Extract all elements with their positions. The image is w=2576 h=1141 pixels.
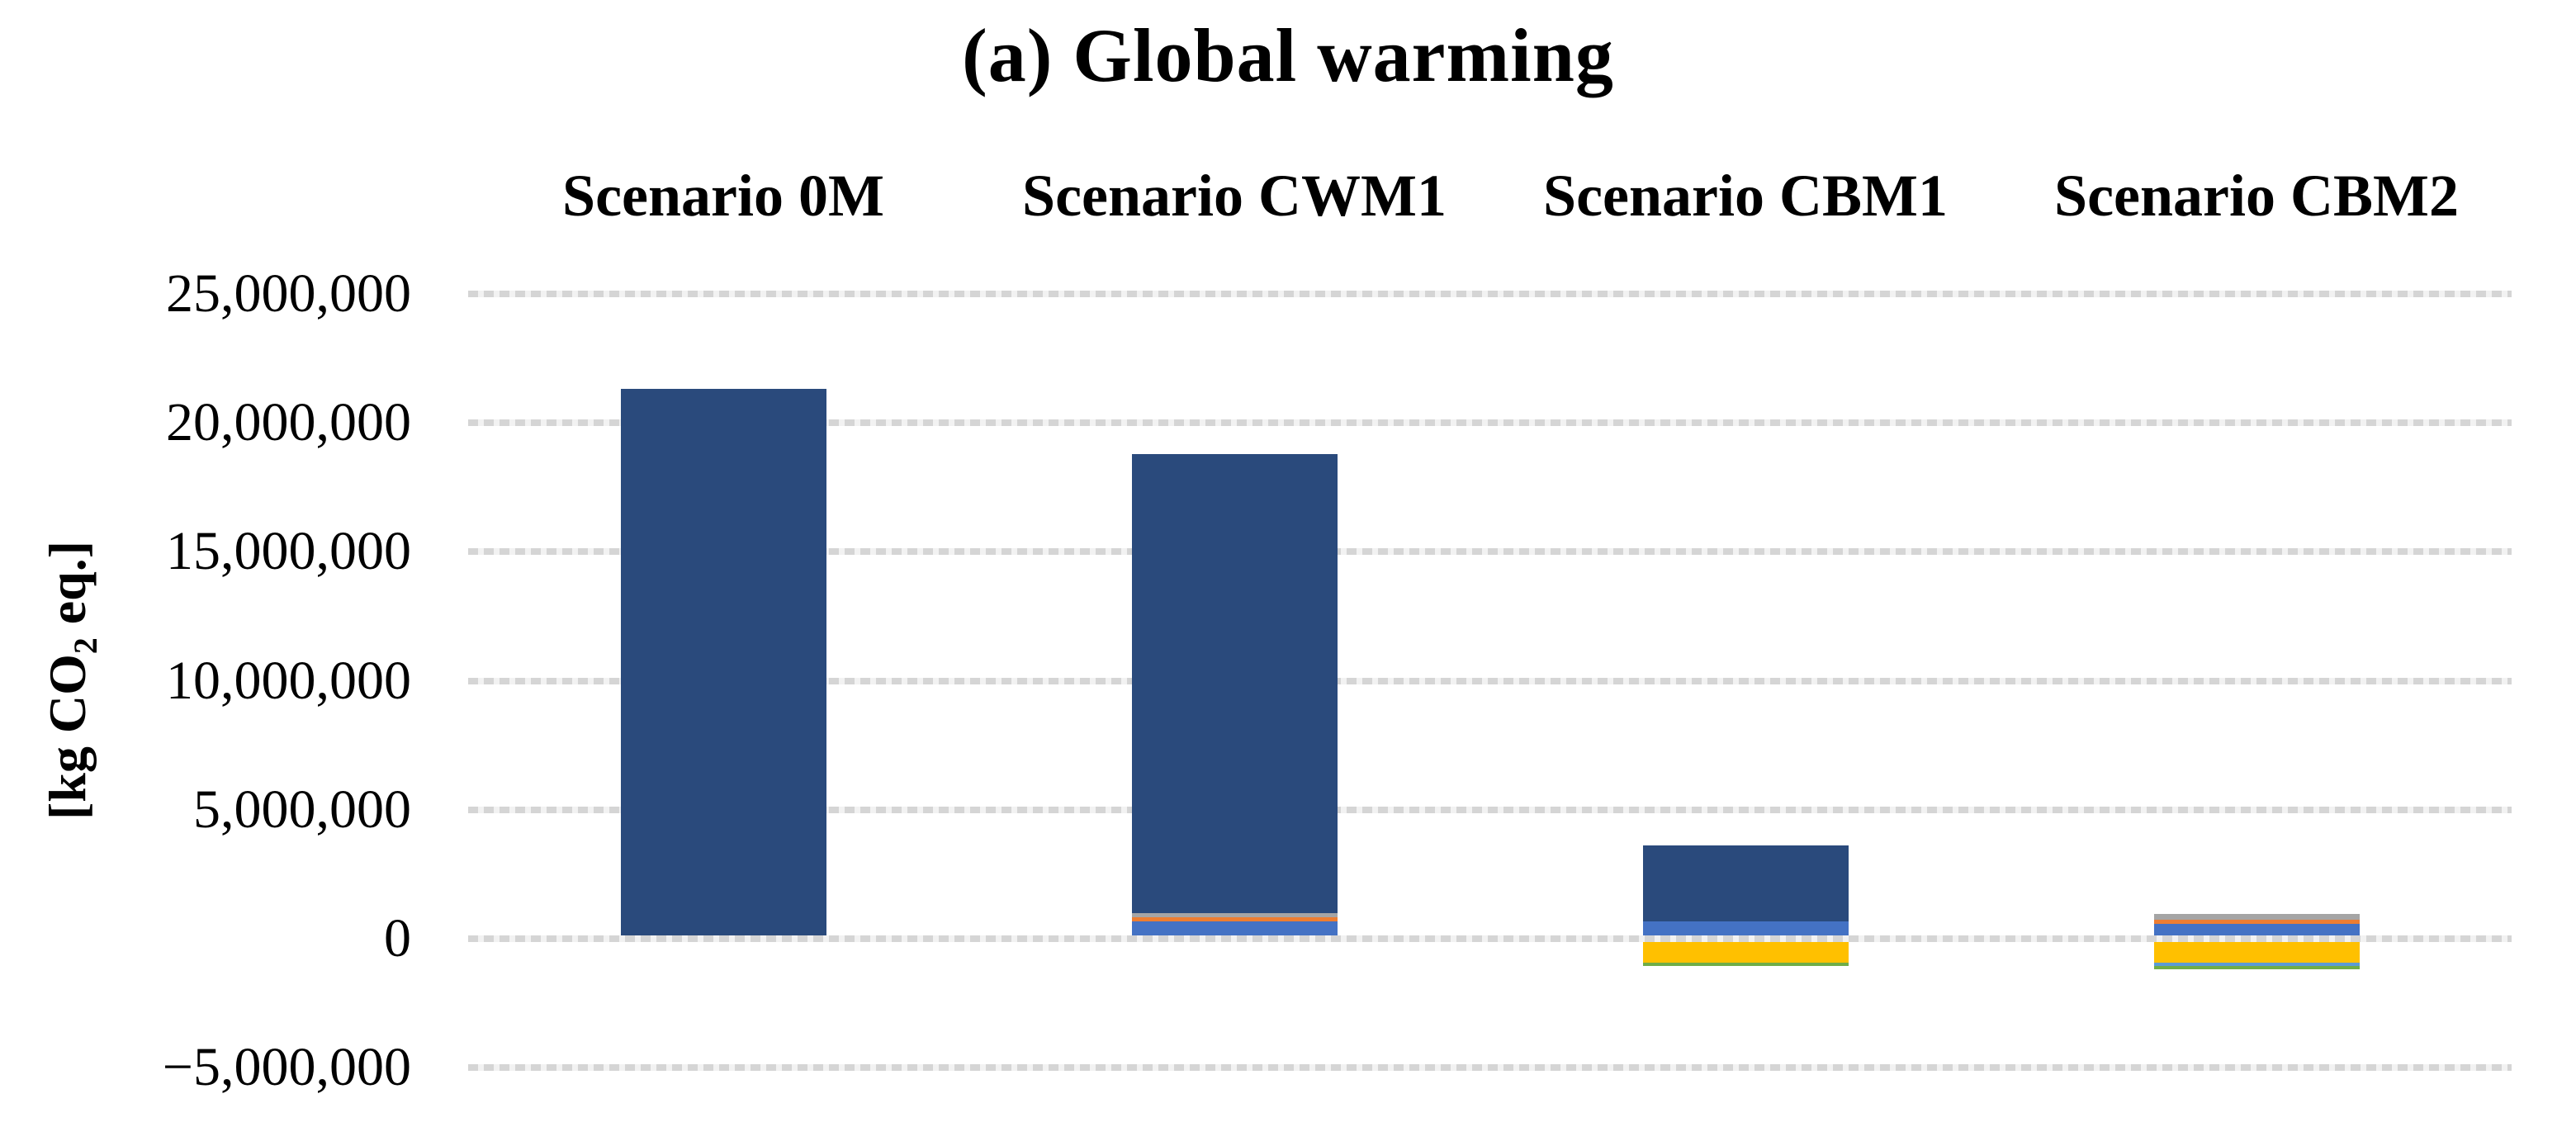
y-tick-label: −5,000,000 — [162, 1037, 411, 1098]
y-tick-label: 5,000,000 — [193, 779, 411, 840]
y-tick-label: 15,000,000 — [166, 521, 411, 582]
bar-segment-yellow-4 — [2153, 942, 2360, 963]
bar-segment-light-blue-4 — [2153, 963, 2360, 967]
y-tick-label: 25,000,000 — [166, 263, 411, 324]
bar-segment-orange-4 — [2153, 920, 2360, 924]
category-label-scenario-cbm1: Scenario CBM1 — [1543, 163, 1948, 229]
chart-title: (a) Global warming — [962, 13, 1614, 97]
bar-segment-gray-2 — [1131, 913, 1338, 918]
gridline-5000000 — [468, 806, 2512, 813]
category-label-scenario-0m: Scenario 0M — [562, 163, 884, 229]
y-axis-title-unit: eq.] — [38, 540, 97, 638]
gridline-20000000 — [468, 419, 2512, 426]
category-label-scenario-cwm1: Scenario CWM1 — [1022, 163, 1447, 229]
bar-segment-navy-2 — [1131, 454, 1338, 914]
gridline-15000000 — [468, 548, 2512, 556]
bar-segment-gray-4 — [2153, 914, 2360, 921]
bar-segment-green-3 — [1642, 963, 1849, 967]
y-tick-label: 0 — [384, 908, 411, 968]
bar-segment-royal-blue-3 — [1642, 921, 1849, 935]
bar-segment-royal-blue-2 — [1131, 921, 1338, 935]
gridline-25000000 — [468, 290, 2512, 297]
bar-segment-navy-3 — [1642, 845, 1849, 921]
bar-segment-green-4 — [2153, 966, 2360, 970]
y-axis-title-subscript: 2 — [67, 637, 104, 655]
bar-segment-yellow-3 — [1642, 942, 1849, 963]
category-label-scenario-cbm2: Scenario CBM2 — [2054, 163, 2459, 229]
gridline--5000000 — [468, 1064, 2512, 1072]
bar-segment-orange-2 — [1131, 917, 1338, 921]
y-axis-title: [kg CO2 eq.] — [38, 391, 104, 969]
gridline-10000000 — [468, 677, 2512, 684]
y-tick-label: 10,000,000 — [166, 650, 411, 711]
y-tick-label: 20,000,000 — [166, 392, 411, 452]
gridline-0 — [468, 935, 2512, 942]
y-axis-title-text: [kg CO — [38, 654, 97, 821]
bar-segment-navy-1 — [620, 388, 826, 935]
bar-segment-royal-blue-4 — [2153, 923, 2360, 935]
